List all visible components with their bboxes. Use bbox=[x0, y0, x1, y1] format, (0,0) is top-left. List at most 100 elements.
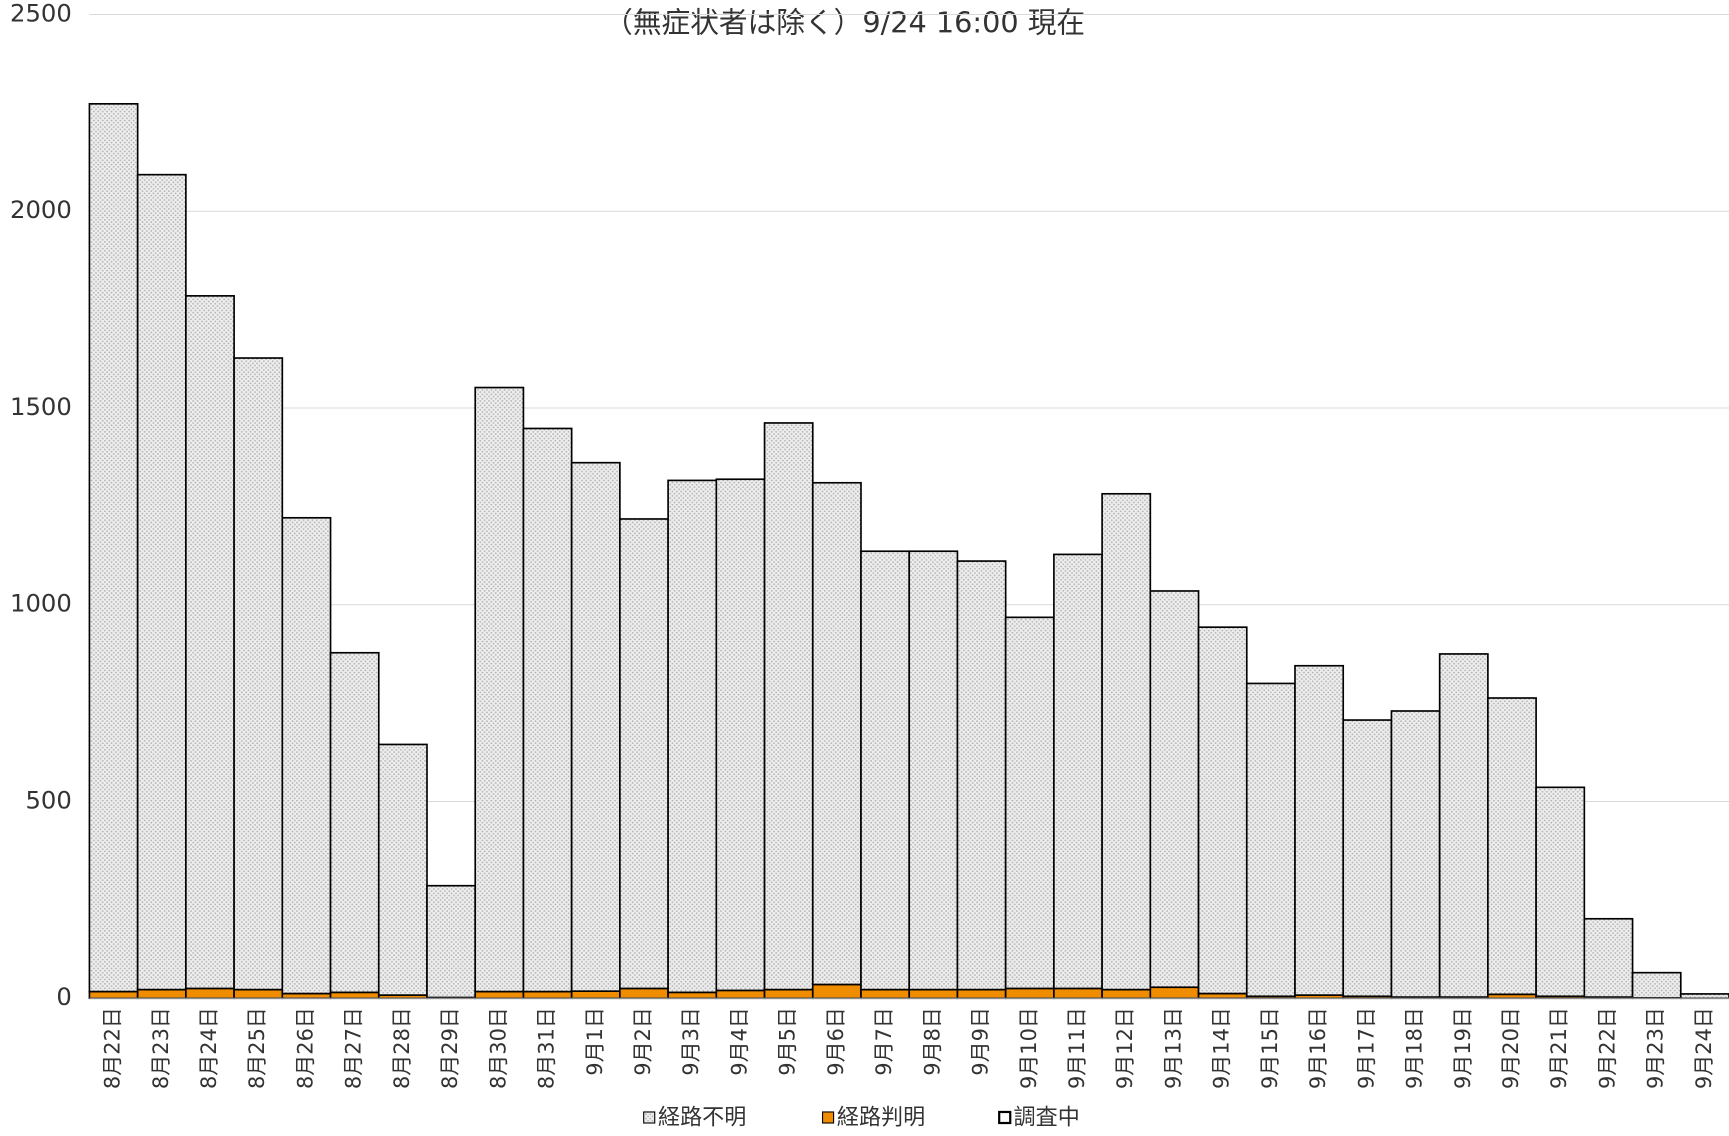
x-tick-label: 9月11日 bbox=[1065, 1007, 1089, 1089]
x-tick-label: 9月24日 bbox=[1692, 1007, 1716, 1089]
bar-segment bbox=[813, 984, 861, 998]
bar-segment bbox=[957, 990, 1005, 999]
bar-segment bbox=[1633, 973, 1681, 998]
x-tick-label: 8月24日 bbox=[197, 1007, 221, 1089]
bar-segment bbox=[668, 480, 716, 992]
bar-segment bbox=[909, 990, 957, 999]
x-tick-label: 8月22日 bbox=[101, 1007, 125, 1089]
x-tick-label: 9月4日 bbox=[727, 1007, 751, 1076]
bar-segment bbox=[186, 296, 234, 989]
bar-segment bbox=[1247, 683, 1295, 996]
legend-label: 経路判明 bbox=[837, 1106, 925, 1131]
bar-segment bbox=[1584, 919, 1632, 997]
bar-segment bbox=[861, 990, 909, 999]
x-tick-label: 8月26日 bbox=[293, 1007, 317, 1089]
y-tick-label: 2500 bbox=[10, 0, 72, 28]
bar-segment bbox=[1150, 987, 1198, 998]
bar-segment bbox=[1681, 994, 1729, 998]
bar-segment bbox=[668, 992, 716, 998]
x-tick-label: 9月5日 bbox=[776, 1007, 800, 1076]
y-tick-label: 0 bbox=[56, 982, 71, 1011]
bar-segment bbox=[861, 551, 909, 989]
x-tick-label: 9月3日 bbox=[679, 1007, 703, 1076]
x-tick-label: 8月25日 bbox=[245, 1007, 269, 1089]
x-tick-label: 9月6日 bbox=[824, 1007, 848, 1076]
x-tick-label: 8月29日 bbox=[438, 1007, 462, 1089]
bar-segment bbox=[89, 992, 137, 999]
x-tick-label: 9月21日 bbox=[1547, 1007, 1571, 1089]
x-tick-label: 9月1日 bbox=[583, 1007, 607, 1076]
bar-segment bbox=[716, 990, 764, 998]
x-tick-label: 9月13日 bbox=[1161, 1007, 1185, 1089]
x-tick-label: 9月18日 bbox=[1403, 1007, 1427, 1089]
bar-segment bbox=[1199, 627, 1247, 993]
bar-segment bbox=[620, 988, 668, 998]
y-tick-label: 2000 bbox=[10, 195, 72, 224]
bar-segment bbox=[1295, 666, 1343, 995]
legend-swatch bbox=[823, 1112, 834, 1123]
bar-segment bbox=[716, 479, 764, 990]
y-tick-label: 1000 bbox=[10, 589, 72, 618]
bar-segment bbox=[1102, 494, 1150, 990]
bar-segment bbox=[620, 519, 668, 988]
bar-segment bbox=[523, 992, 571, 999]
bar-segment bbox=[89, 104, 137, 992]
x-tick-label: 9月17日 bbox=[1354, 1007, 1378, 1089]
bar-segment bbox=[523, 428, 571, 991]
bar-segment bbox=[379, 744, 427, 995]
bar-segment bbox=[1150, 591, 1198, 987]
x-tick-label: 9月8日 bbox=[920, 1007, 944, 1076]
bar-segment bbox=[1536, 787, 1584, 996]
x-tick-label: 9月2日 bbox=[631, 1007, 655, 1076]
bar-segment bbox=[475, 388, 523, 992]
bar-segment bbox=[186, 988, 234, 998]
chart-title: （無症状者は除く）9/24 16:00 現在 bbox=[604, 5, 1085, 39]
x-tick-label: 9月23日 bbox=[1644, 1007, 1668, 1089]
x-tick-label: 9月14日 bbox=[1210, 1007, 1234, 1089]
bar-segment bbox=[1391, 711, 1439, 997]
legend-swatch bbox=[644, 1112, 655, 1123]
x-tick-label: 9月7日 bbox=[872, 1007, 896, 1076]
bar-segment bbox=[1006, 988, 1054, 998]
y-tick-label: 1500 bbox=[10, 392, 72, 421]
x-tick-label: 9月15日 bbox=[1258, 1007, 1282, 1089]
bar-segment bbox=[765, 990, 813, 999]
bar-segment bbox=[234, 990, 282, 999]
x-tick-label: 8月27日 bbox=[342, 1007, 366, 1089]
x-tick-label: 9月22日 bbox=[1595, 1007, 1619, 1089]
x-tick-label: 9月16日 bbox=[1306, 1007, 1330, 1089]
bar-segment bbox=[282, 518, 330, 994]
x-tick-label: 9月19日 bbox=[1451, 1007, 1475, 1089]
bar-segment bbox=[475, 992, 523, 999]
bar-segment bbox=[572, 463, 620, 991]
legend-label: 調査中 bbox=[1014, 1106, 1080, 1131]
bar-segment bbox=[1102, 990, 1150, 999]
x-tick-label: 8月23日 bbox=[149, 1007, 173, 1089]
bar-segment bbox=[765, 423, 813, 990]
bar-segment bbox=[1006, 617, 1054, 988]
x-tick-label: 9月20日 bbox=[1499, 1007, 1523, 1089]
x-tick-label: 9月10日 bbox=[1017, 1007, 1041, 1089]
bar-segment bbox=[331, 653, 379, 993]
bar-segment bbox=[427, 886, 475, 998]
bar-segment bbox=[138, 175, 186, 990]
legend-label: 経路不明 bbox=[658, 1106, 746, 1131]
y-tick-label: 500 bbox=[25, 786, 71, 815]
bar-segment bbox=[813, 483, 861, 985]
bar-segment bbox=[1054, 554, 1102, 988]
bar-segment bbox=[138, 990, 186, 999]
x-tick-label: 8月28日 bbox=[390, 1007, 414, 1089]
bar-segment bbox=[572, 991, 620, 998]
bar-segment bbox=[234, 358, 282, 990]
x-tick-label: 8月31日 bbox=[535, 1007, 559, 1089]
bar-segment bbox=[1488, 698, 1536, 994]
legend-swatch bbox=[999, 1112, 1010, 1123]
bar-segment bbox=[909, 551, 957, 989]
bar-segment bbox=[1440, 654, 1488, 997]
x-tick-label: 9月9日 bbox=[969, 1007, 993, 1076]
bar-segment bbox=[1343, 720, 1391, 996]
bar-segment bbox=[1054, 988, 1102, 998]
bar-segment bbox=[331, 992, 379, 998]
x-tick-label: 8月30日 bbox=[486, 1007, 510, 1089]
